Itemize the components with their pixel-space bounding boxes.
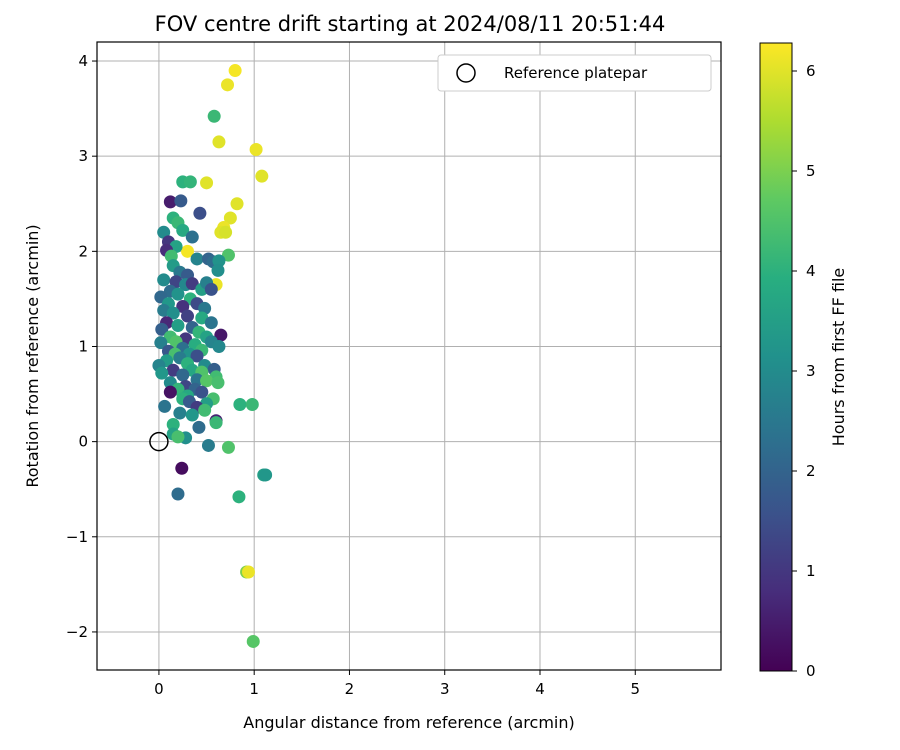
data-point (204, 316, 218, 330)
data-point (232, 490, 246, 504)
chart-title: FOV centre drift starting at 2024/08/11 … (155, 12, 666, 36)
legend: Reference platepar (437, 54, 712, 92)
data-point (185, 230, 199, 244)
data-point (246, 634, 260, 648)
data-point (183, 175, 197, 189)
data-point (221, 440, 235, 454)
y-tick-label: 1 (78, 337, 88, 355)
data-point (245, 398, 259, 412)
y-axis-ticks: −2 −1 0 1 2 3 4 (66, 52, 97, 641)
legend-reference-marker (456, 63, 476, 83)
x-axis-ticks: 0 1 2 3 4 5 (154, 670, 640, 698)
y-tick-label: 0 (78, 433, 88, 451)
y-tick-label: −1 (66, 528, 88, 546)
data-point (163, 385, 177, 399)
data-point (173, 406, 187, 420)
data-point (166, 418, 180, 432)
y-tick-label: −2 (66, 623, 88, 641)
data-point (221, 78, 235, 92)
y-tick-label: 2 (78, 242, 88, 260)
colorbar-tick-label: 2 (806, 462, 816, 480)
data-point (171, 287, 185, 301)
colorbar-tick-label: 3 (806, 362, 816, 380)
data-point (157, 273, 171, 287)
data-point (193, 206, 207, 220)
colorbar-tick-label: 5 (806, 162, 816, 180)
data-point (154, 336, 168, 350)
data-point (211, 376, 225, 390)
data-point (223, 211, 237, 225)
data-point (249, 143, 263, 157)
data-point (200, 374, 214, 388)
plot-frame (96, 41, 722, 671)
data-point (155, 322, 169, 336)
data-point (163, 195, 177, 209)
legend-box (437, 54, 712, 92)
data-point (176, 223, 190, 237)
colorbar-tick-label: 1 (806, 562, 816, 580)
x-tick-label: 3 (440, 680, 450, 698)
data-point (209, 416, 223, 430)
colorbar-tick-label: 4 (806, 262, 816, 280)
data-point (200, 176, 214, 190)
data-point (174, 194, 188, 208)
data-point (212, 339, 226, 353)
data-point (171, 430, 185, 444)
legend-entry-reference: Reference platepar (504, 64, 648, 82)
y-tick-label: 3 (78, 147, 88, 165)
colorbar-label: Hours from first FF file (829, 268, 848, 447)
data-point (255, 169, 269, 183)
x-tick-label: 0 (154, 680, 164, 698)
data-point (211, 263, 225, 277)
data-point (230, 197, 244, 211)
data-point (228, 64, 242, 78)
data-point (219, 225, 233, 239)
data-point (201, 438, 215, 452)
data-point (233, 398, 247, 412)
data-point (155, 366, 169, 380)
reference-marker (149, 431, 169, 452)
data-point (192, 420, 206, 434)
data-point (181, 244, 195, 258)
colorbar-ticks: 0 1 2 3 4 5 6 (792, 62, 816, 680)
x-tick-label: 2 (345, 680, 355, 698)
data-point (171, 487, 185, 501)
data-point (259, 468, 273, 482)
data-point (195, 385, 209, 399)
y-tick-label: 4 (78, 52, 88, 70)
data-point (198, 403, 212, 417)
y-axis-label: Rotation from reference (arcmin) (23, 224, 42, 487)
data-point (212, 254, 226, 268)
data-point (166, 306, 180, 320)
data-point (212, 135, 226, 149)
colorbar-tick-label: 0 (806, 662, 816, 680)
x-tick-label: 1 (249, 680, 259, 698)
data-point (207, 109, 221, 123)
data-point (171, 319, 185, 333)
data-point (176, 368, 190, 382)
colorbar-tick-label: 6 (806, 62, 816, 80)
data-point (204, 282, 218, 296)
data-point (190, 349, 204, 363)
data-point (241, 565, 255, 579)
data-point (185, 408, 199, 422)
data-point (185, 277, 199, 291)
data-point (221, 248, 235, 262)
data-point (158, 399, 172, 413)
x-tick-label: 5 (630, 680, 640, 698)
data-point (175, 461, 189, 475)
reference-point-marker (149, 431, 169, 452)
data-point (190, 252, 204, 266)
data-point (214, 328, 228, 342)
colorbar (759, 42, 793, 672)
x-tick-label: 4 (535, 680, 545, 698)
data-points (152, 64, 273, 648)
data-point (181, 309, 195, 323)
x-axis-label: Angular distance from reference (arcmin) (243, 713, 574, 732)
